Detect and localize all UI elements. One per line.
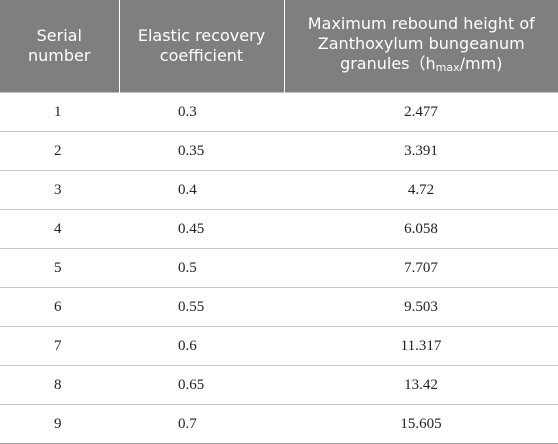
coefficient-cell: 0.45 bbox=[119, 209, 284, 249]
coefficient-cell: 0.3 bbox=[119, 92, 284, 132]
height-cell: 9.503 bbox=[284, 287, 558, 327]
height-cell: 7.707 bbox=[284, 248, 558, 288]
table-row: 6 0.55 9.503 bbox=[0, 287, 558, 327]
header-row: Serial number Elastic recovery coefficie… bbox=[0, 0, 558, 93]
serial-cell: 7 bbox=[0, 326, 119, 366]
height-cell: 6.058 bbox=[284, 209, 558, 249]
serial-cell: 6 bbox=[0, 287, 119, 327]
height-cell: 4.72 bbox=[284, 170, 558, 210]
table-row: 7 0.6 11.317 bbox=[0, 326, 558, 366]
table-row: 4 0.45 6.058 bbox=[0, 209, 558, 249]
coefficient-cell: 0.65 bbox=[119, 365, 284, 405]
header-unit: /mm) bbox=[459, 54, 503, 73]
serial-cell: 5 bbox=[0, 248, 119, 288]
header-max-rebound-height-text: Maximum rebound height of Zanthoxylum bu… bbox=[307, 14, 535, 73]
header-serial-number: Serial number bbox=[0, 0, 120, 93]
serial-cell: 2 bbox=[0, 131, 119, 171]
header-max-rebound-height: Maximum rebound height of Zanthoxylum bu… bbox=[284, 0, 558, 93]
table-row: 1 0.3 2.477 bbox=[0, 92, 558, 132]
coefficient-cell: 0.5 bbox=[119, 248, 284, 288]
coefficient-cell: 0.7 bbox=[119, 404, 284, 444]
coefficient-cell: 0.6 bbox=[119, 326, 284, 366]
table-row: 9 0.7 15.605 bbox=[0, 404, 558, 444]
serial-cell: 8 bbox=[0, 365, 119, 405]
coefficient-cell: 0.55 bbox=[119, 287, 284, 327]
table-row: 8 0.65 13.42 bbox=[0, 365, 558, 405]
height-cell: 13.42 bbox=[284, 365, 558, 405]
header-max-subscript: max bbox=[435, 61, 460, 74]
serial-cell: 9 bbox=[0, 404, 119, 444]
table-row: 5 0.5 7.707 bbox=[0, 248, 558, 288]
height-cell: 2.477 bbox=[284, 92, 558, 132]
header-elastic-recovery-coefficient: Elastic recovery coefficient bbox=[119, 0, 285, 93]
serial-cell: 4 bbox=[0, 209, 119, 249]
height-cell: 11.317 bbox=[284, 326, 558, 366]
serial-cell: 1 bbox=[0, 92, 119, 132]
height-cell: 3.391 bbox=[284, 131, 558, 171]
table-row: 3 0.4 4.72 bbox=[0, 170, 558, 210]
table-row: 2 0.35 3.391 bbox=[0, 131, 558, 171]
height-cell: 15.605 bbox=[284, 404, 558, 444]
coefficient-cell: 0.35 bbox=[119, 131, 284, 171]
serial-cell: 3 bbox=[0, 170, 119, 210]
coefficient-cell: 0.4 bbox=[119, 170, 284, 210]
